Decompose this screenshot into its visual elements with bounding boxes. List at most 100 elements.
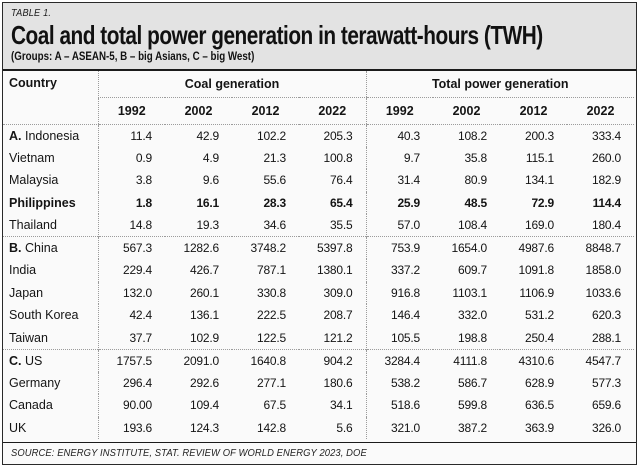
total-value-cell: 363.9 [524,420,554,435]
figure-subtitle: (Groups: A – ASEAN-5, B – big Asians, C … [11,51,255,63]
column-header-country: Country [3,71,98,125]
coal-value-cell: 309.0 [323,285,353,300]
coal-value-cell: 5397.8 [299,236,366,259]
total-value-cell: 586.7 [457,375,487,390]
total-value-cell: 620.3 [591,308,621,323]
coal-value-cell: 122.5 [256,330,286,345]
column-group-total-power-generation: Total power generation [365,71,634,98]
table-row: A. Indonesia 11.4 42.9 102.2 205.3 40.3 108.2 2… [3,124,634,147]
coal-value-cell: 21.3 [263,150,286,165]
total-value-cell: 538.2 [365,371,433,394]
coal-value-cell: 3748.2 [232,236,299,259]
coal-value-cell: 904.2 [299,348,366,372]
year-header: 1992 [97,97,165,125]
coal-value-cell: 55.6 [263,173,286,188]
country-cell: Germany [9,375,61,390]
coal-value-cell: 277.1 [256,375,286,390]
total-value-cell: 628.9 [524,375,554,390]
table-row: Philippines 1.8 16.1 28.3 65.4 25.9 48.5 72.9 11… [3,191,634,214]
country-cell: Taiwan [9,330,48,345]
total-value-cell: 40.3 [365,124,433,147]
coal-value-cell: 292.6 [189,375,219,390]
coal-value-cell: 76.4 [329,173,353,188]
total-value-cell: 4547.7 [567,348,634,372]
country-cell: South Korea [9,308,79,323]
country-cell: India [9,263,37,278]
total-value-cell: 4111.8 [433,348,500,372]
table-row: Taiwan 37.7 102.9 122.5 121.2 105.5 198.8 250.4… [3,326,634,349]
year-header: 1992 [365,97,433,125]
coal-value-cell: 4.9 [202,150,219,165]
total-value-cell: 1654.0 [433,236,500,259]
coal-value-cell: 2091.0 [165,348,232,372]
total-value-cell: 636.5 [524,398,554,413]
coal-value-cell: 208.7 [323,308,353,323]
table-row: UK 193.6 124.3 142.8 5.6 321.0 387.2 363.9 326.0 [3,416,634,439]
year-header: 2022 [299,97,366,125]
country-cell: Malaysia [9,173,59,188]
total-value-cell: 57.0 [365,214,433,237]
coal-value-cell: 102.9 [189,330,219,345]
table-row: C. US 1757.5 2091.0 1640.8 904.2 3284.4 4111.8… [3,348,634,372]
total-value-cell: 250.4 [524,330,554,345]
country-cell: B. China [3,236,98,259]
table-number-label: TABLE 1. [11,8,52,19]
total-value-cell: 180.4 [591,218,621,232]
coal-value-cell: 567.3 [97,236,165,259]
total-value-cell: 326.0 [591,420,621,435]
coal-value-cell: 11.4 [97,124,165,147]
table-row: B. China 567.3 1282.6 3748.2 5397.8 753.9 1654… [3,236,634,259]
year-header: 2012 [232,97,299,125]
coal-value-cell: 205.3 [323,128,353,143]
coal-value-cell: 330.8 [256,285,286,300]
total-value-cell: 31.4 [365,169,433,192]
total-value-cell: 1033.6 [585,285,621,300]
total-value-cell: 1106.9 [519,285,554,300]
country-cell: Vietnam [9,150,55,165]
coal-value-cell: 100.8 [323,150,353,165]
country-cell: Thailand [9,218,57,232]
coal-value-cell: 121.2 [323,330,353,345]
coal-value-cell: 65.4 [329,195,353,210]
coal-value-cell: 296.4 [97,371,165,394]
coal-value-cell: 16.1 [196,195,219,210]
table-row: Japan 132.0 260.1 330.8 309.0 916.8 1103.1 1106… [3,281,634,304]
data-table: Country Coal generation Total power gene… [3,71,634,439]
total-value-cell: 1091.8 [518,263,554,278]
table-row: South Korea 42.4 136.1 222.5 208.7 146.4 332.0… [3,304,634,327]
total-value-cell: 659.6 [591,398,621,413]
total-value-cell: 599.8 [457,398,487,413]
coal-value-cell: 34.1 [329,398,353,413]
total-value-cell: 3284.4 [365,348,433,372]
total-value-cell: 80.9 [464,173,487,188]
coal-value-cell: 1757.5 [97,348,165,372]
coal-value-cell: 9.6 [202,173,219,188]
year-header: 2012 [500,97,567,125]
source-note: SOURCE: ENERGY INSTITUTE, STAT. REVIEW O… [11,448,367,459]
coal-value-cell: 1380.1 [316,263,353,278]
country-cell: Canada [9,398,53,413]
coal-value-cell: 1.8 [97,191,165,214]
coal-value-cell: 14.8 [97,214,165,237]
total-value-cell: 114.4 [592,195,622,210]
total-value-cell: 9.7 [365,146,433,169]
coal-value-cell: 42.4 [97,304,165,327]
total-value-cell: 321.0 [365,416,433,439]
total-value-cell: 4987.6 [500,236,567,259]
coal-value-cell: 90.00 [97,394,165,417]
coal-value-cell: 67.5 [263,398,286,413]
total-value-cell: 48.5 [464,195,487,210]
table-row: Malaysia 3.8 9.6 55.6 76.4 31.4 80.9 134.1 182.9 [3,169,634,192]
total-value-cell: 288.1 [591,330,621,345]
total-value-cell: 753.9 [365,236,433,259]
total-value-cell: 108.2 [457,128,487,143]
table-row: India 229.4 426.7 787.1 1380.1 337.2 609.7 1091… [3,259,634,282]
total-value-cell: 25.9 [365,191,433,214]
year-header: 2002 [165,97,232,125]
total-value-cell: 1858.0 [585,263,621,278]
table-header: Country Coal generation Total power gene… [3,71,634,125]
year-header: 2022 [567,97,634,125]
total-value-cell: 108.4 [457,218,487,232]
coal-value-cell: 34.6 [263,218,286,232]
